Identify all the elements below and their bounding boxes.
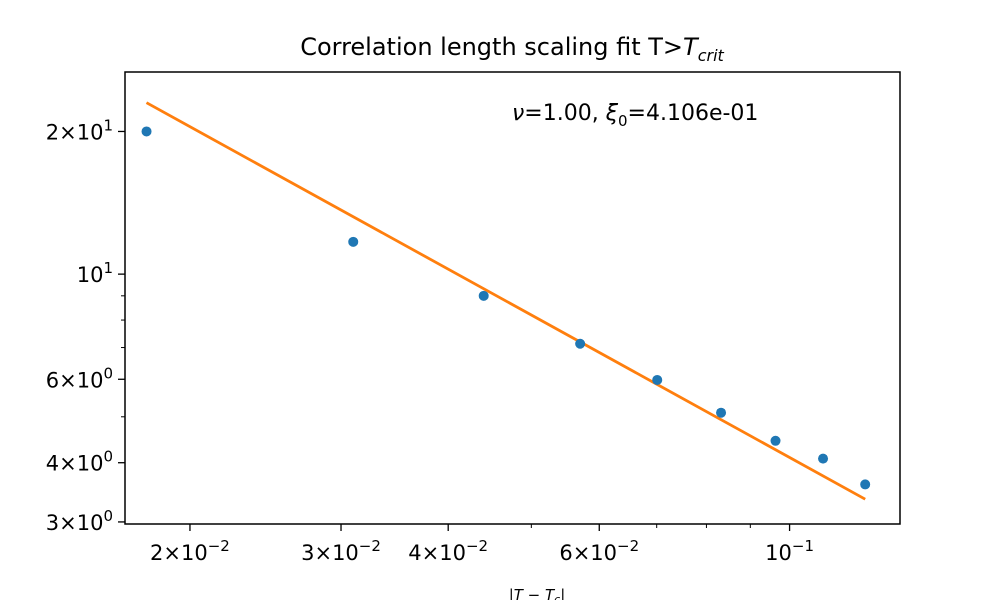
plot-frame	[124, 71, 901, 525]
x-axis-label: |T − Tc|	[509, 586, 566, 600]
data-marks	[141, 101, 871, 501]
data-point-0	[141, 126, 152, 137]
x-tick-label-0: 2×10−2	[150, 537, 230, 565]
data-point-8	[860, 479, 871, 490]
y-tick-label-3: 4×100	[46, 448, 113, 476]
data-point-1	[348, 236, 359, 247]
data-point-6	[770, 435, 781, 446]
axis-ticks: 2×10−2 3×10−2 4×10−2 6×10−2 10−1 2×101 101 6×10…	[46, 116, 814, 565]
y-tick-label-2: 6×100	[46, 364, 113, 392]
y-tick-label-0: 2×101	[46, 116, 113, 144]
x-tick-label-3: 6×10−2	[559, 537, 639, 565]
data-point-7	[818, 453, 829, 464]
data-point-2	[478, 290, 489, 301]
fit-annotation: ν=1.00, ξ0=4.106e-01	[512, 101, 758, 130]
data-point-4	[652, 374, 663, 385]
data-point-3	[575, 338, 586, 349]
chart-title: Correlation length scaling fit T>Tcrit	[300, 33, 724, 65]
x-tick-label-4: 10−1	[765, 537, 814, 565]
fit-line	[145, 101, 866, 501]
x-tick-label-2: 4×10−2	[408, 537, 488, 565]
y-tick-label-4: 3×100	[46, 507, 113, 535]
data-point-5	[716, 407, 727, 418]
y-tick-label-1: 101	[77, 259, 113, 287]
x-tick-label-1: 3×10−2	[301, 537, 381, 565]
